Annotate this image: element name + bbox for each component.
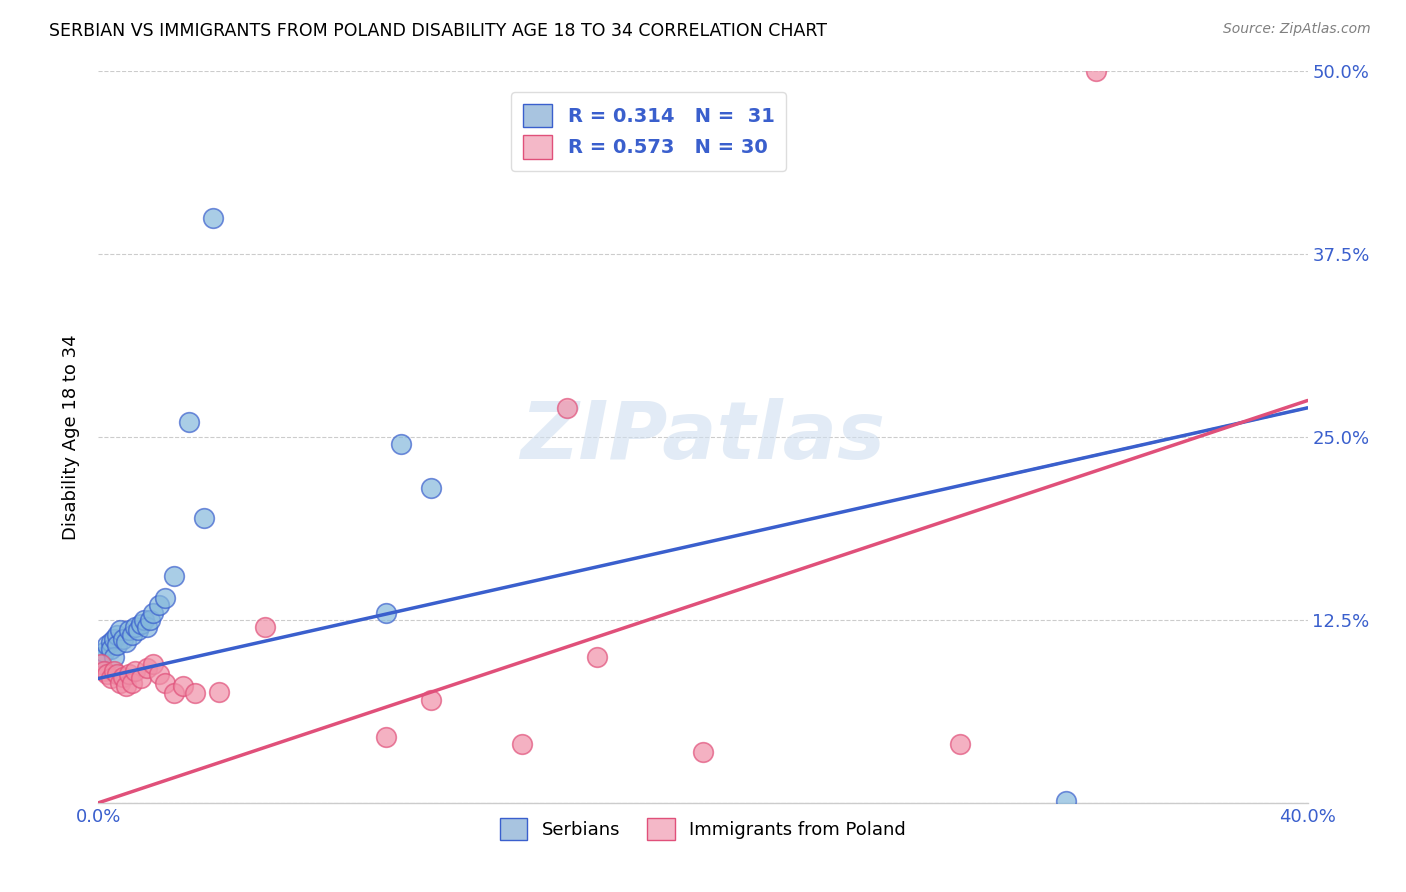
Point [163,569,186,583]
Point [111,670,134,684]
Point [90,649,112,664]
Point [510,737,533,751]
Point [153,591,176,605]
Point [127,623,149,637]
Point [202,211,225,225]
Point [103,664,125,678]
Text: SERBIAN VS IMMIGRANTS FROM POLAND DISABILITY AGE 18 TO 34 CORRELATION CHART: SERBIAN VS IMMIGRANTS FROM POLAND DISABI… [49,22,827,40]
Point [93,645,115,659]
Point [114,679,136,693]
Point [1085,64,1108,78]
Point [124,664,146,678]
Point [96,638,118,652]
Point [129,672,152,686]
Point [108,623,131,637]
Point [103,632,125,646]
Point [142,606,165,620]
Point [111,632,134,646]
Point [420,481,443,495]
Point [1054,794,1077,808]
Point [132,613,155,627]
Point [163,686,186,700]
Point [105,638,128,652]
Point [90,657,112,671]
Point [135,661,157,675]
Point [153,676,176,690]
Point [179,416,201,430]
Legend: Serbians, Immigrants from Poland: Serbians, Immigrants from Poland [491,808,915,848]
Point [124,620,146,634]
Point [135,620,157,634]
Point [555,401,578,415]
Point [121,676,143,690]
Point [100,642,122,657]
Point [114,635,136,649]
Point [184,686,207,700]
Y-axis label: Disability Age 18 to 34: Disability Age 18 to 34 [62,334,80,540]
Point [193,510,215,524]
Point [103,649,125,664]
Point [139,613,162,627]
Point [121,627,143,641]
Point [105,627,128,641]
Text: ZIPatlas: ZIPatlas [520,398,886,476]
Point [100,672,122,686]
Point [692,745,714,759]
Point [93,664,115,678]
Point [118,667,141,681]
Point [108,676,131,690]
Point [142,657,165,671]
Point [118,623,141,637]
Point [129,617,152,632]
Point [374,606,396,620]
Point [389,437,412,451]
Point [172,679,194,693]
Point [105,667,128,681]
Text: Source: ZipAtlas.com: Source: ZipAtlas.com [1223,22,1371,37]
Point [586,649,609,664]
Point [374,730,396,744]
Point [420,693,443,707]
Point [148,667,170,681]
Point [949,737,972,751]
Point [148,599,170,613]
Point [208,684,231,698]
Point [96,667,118,681]
Point [253,620,276,634]
Point [100,635,122,649]
